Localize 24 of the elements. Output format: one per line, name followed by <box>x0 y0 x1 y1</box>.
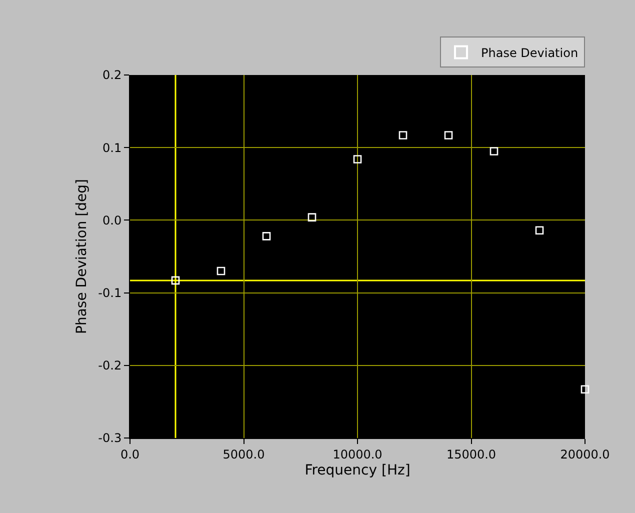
point <box>580 385 590 394</box>
x-tick-label: 10000.0 <box>332 447 382 462</box>
legend-label: Phase Deviation <box>481 46 578 60</box>
y-tick-label: -0.2 <box>98 358 122 373</box>
x-axis-title: Frequency [Hz] <box>304 462 410 479</box>
point <box>535 226 544 235</box>
point <box>216 266 226 276</box>
y-tick-label: -0.1 <box>98 286 122 300</box>
point <box>444 131 453 140</box>
y-tick-label: 0.0 <box>102 213 122 228</box>
y-tick-label: 0.1 <box>102 140 122 155</box>
x-tick-label: 15000.0 <box>446 447 496 462</box>
x-tick-label: 20000.0 <box>560 447 610 462</box>
point <box>353 155 362 164</box>
point <box>398 131 408 140</box>
x-tick-label: 0.0 <box>120 447 140 462</box>
x-tick-label: 5000.0 <box>222 447 265 462</box>
point <box>171 276 180 285</box>
point <box>262 232 271 240</box>
y-axis-title: Phase Deviation [deg] <box>74 179 90 334</box>
point <box>308 213 316 222</box>
point <box>490 147 498 156</box>
y-tick-label: 0.2 <box>102 68 122 82</box>
y-tick-label: -0.3 <box>98 431 122 446</box>
